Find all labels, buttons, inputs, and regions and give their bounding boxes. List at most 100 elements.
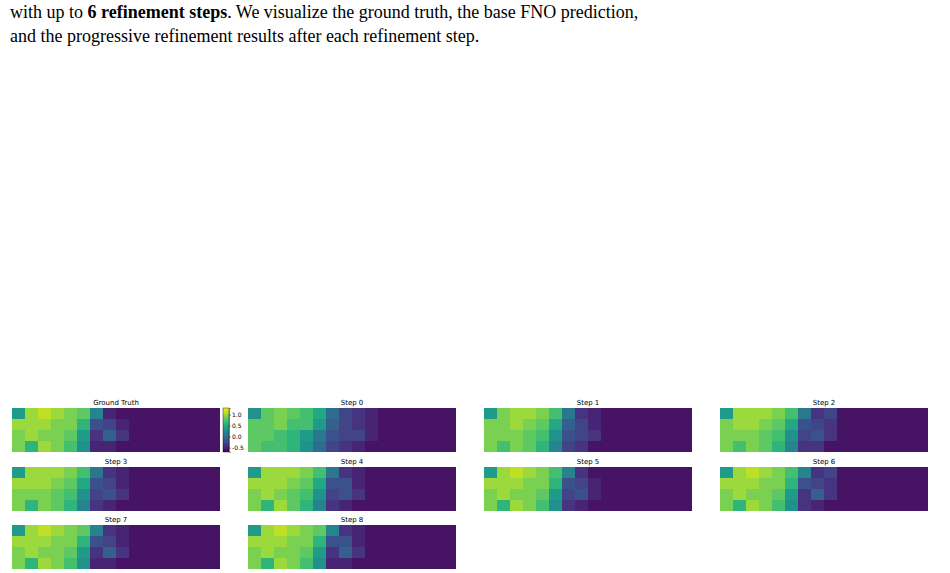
heat-cell — [614, 478, 628, 490]
heat-cell — [640, 500, 654, 511]
heat-cell — [733, 408, 747, 420]
heat-cell — [155, 489, 169, 501]
heat-cell — [181, 467, 195, 479]
heat-cell — [837, 489, 851, 501]
heat-cell — [300, 547, 314, 559]
heat-cell — [25, 478, 39, 490]
heat-cell — [391, 430, 405, 442]
heat-cell — [365, 536, 379, 548]
heat-cell — [601, 430, 615, 442]
heat-cell — [248, 525, 262, 537]
heat-cell — [261, 408, 275, 420]
heat-cell — [404, 525, 418, 537]
heat-cell — [575, 408, 589, 420]
panel-title: Step 1 — [577, 399, 600, 407]
heat-cell — [64, 408, 78, 420]
heat-cell — [850, 478, 864, 490]
heat-cell — [850, 489, 864, 501]
heat-cell — [549, 478, 563, 490]
heat-cell — [274, 467, 288, 479]
heat-cell — [627, 408, 641, 420]
heat-cell — [352, 525, 366, 537]
heat-cell — [785, 467, 799, 479]
heat-cell — [785, 408, 799, 420]
heat-cell — [248, 489, 262, 501]
heat-cell — [746, 489, 760, 501]
cells — [248, 408, 456, 452]
heat-cell — [523, 478, 537, 490]
heat-cell — [313, 525, 327, 537]
heat-cell — [588, 419, 602, 431]
heat-cell — [300, 525, 314, 537]
heat-cell — [653, 478, 667, 490]
heat-cell — [142, 525, 156, 537]
heat-cell — [746, 441, 760, 452]
heat-cell — [785, 478, 799, 490]
heat-cell — [378, 547, 392, 559]
heat-cell — [77, 478, 91, 490]
heat-cell — [25, 536, 39, 548]
heat-cell — [889, 441, 903, 452]
heat-cell — [497, 441, 511, 452]
heat-cell — [12, 478, 26, 490]
heat-cell — [77, 525, 91, 537]
heat-cell — [155, 419, 169, 431]
heat-cell — [640, 441, 654, 452]
heat-cell — [733, 500, 747, 511]
heat-cell — [352, 430, 366, 442]
heat-cell — [339, 500, 353, 511]
colorbar-tick: 1.0 — [229, 411, 242, 418]
heat-cell — [562, 430, 576, 442]
heat-cell — [287, 478, 301, 490]
heat-cell — [25, 419, 39, 431]
heat-cell — [391, 525, 405, 537]
heat-cell — [785, 441, 799, 452]
heat-cell — [523, 500, 537, 511]
heat-cell — [116, 489, 130, 501]
heat-cell — [733, 467, 747, 479]
heat-cell — [103, 547, 117, 559]
heat-cell — [876, 441, 890, 452]
heat-cell — [417, 441, 431, 452]
heat-cell — [181, 408, 195, 420]
heat-cell — [562, 441, 576, 452]
heat-cell — [798, 408, 812, 420]
heat-cell — [155, 430, 169, 442]
heat-cell — [549, 408, 563, 420]
heat-cell — [313, 489, 327, 501]
heat-cell — [142, 547, 156, 559]
heat-cell — [720, 478, 734, 490]
heat-cell — [417, 489, 431, 501]
tick-label: 0.0 — [232, 433, 242, 440]
heat-cell — [51, 525, 65, 537]
heat-cell — [339, 467, 353, 479]
heat-cell — [103, 500, 117, 511]
heat-cell — [326, 441, 340, 452]
heat-cell — [915, 408, 928, 420]
heat-cell — [588, 441, 602, 452]
tick-mark — [229, 448, 231, 449]
heat-cell — [640, 489, 654, 501]
heat-cell — [339, 536, 353, 548]
heat-cell — [430, 430, 444, 442]
heat-cell — [404, 467, 418, 479]
heat-cell — [746, 408, 760, 420]
heat-cell — [129, 430, 143, 442]
heat-cell — [536, 430, 550, 442]
heat-cell — [562, 419, 576, 431]
heat-cell — [378, 558, 392, 569]
heat-cell — [889, 500, 903, 511]
heat-cell — [720, 430, 734, 442]
heat-cell — [772, 478, 786, 490]
heat-cell — [902, 478, 916, 490]
panel: Step 7 — [12, 516, 221, 570]
heat-cell — [194, 441, 208, 452]
heat-cell — [536, 467, 550, 479]
heat-cell — [601, 489, 615, 501]
colorbar-tick: 0.5 — [229, 422, 242, 429]
heat-cell — [129, 500, 143, 511]
heat-cell — [837, 419, 851, 431]
heat-cell — [772, 441, 786, 452]
heat-cell — [443, 478, 456, 490]
heat-cell — [287, 467, 301, 479]
